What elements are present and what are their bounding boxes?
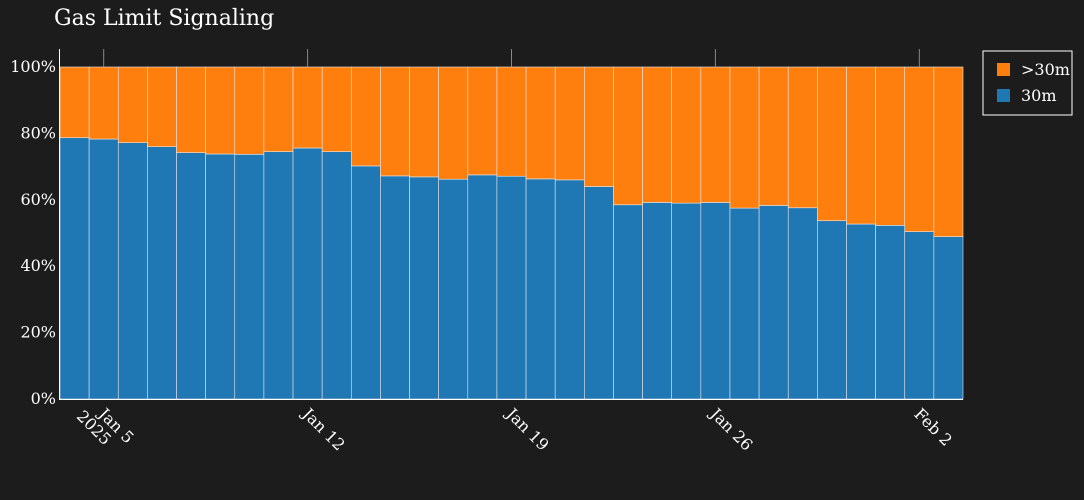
bar-gt30m-25[interactable] — [787, 66, 818, 209]
bar-30m-0[interactable] — [59, 137, 90, 400]
bar-gt30m-8[interactable] — [292, 66, 323, 149]
bar-30m-17[interactable] — [554, 179, 585, 400]
bar-gt30m-1[interactable] — [88, 66, 119, 140]
bar-30m-8[interactable] — [292, 147, 323, 400]
bars-layer — [59, 66, 964, 400]
bar-30m-5[interactable] — [205, 153, 236, 400]
bar-30m-23[interactable] — [729, 207, 760, 400]
chart-title: Gas Limit Signaling — [54, 6, 274, 31]
y-tick-label: 100% — [10, 57, 56, 76]
bar-30m-22[interactable] — [700, 202, 731, 400]
bar-gt30m-27[interactable] — [846, 66, 876, 225]
bar-30m-21[interactable] — [671, 202, 702, 400]
bar-gt30m-9[interactable] — [321, 66, 352, 152]
bar-30m-1[interactable] — [88, 138, 119, 400]
bar-gt30m-13[interactable] — [438, 66, 469, 180]
bar-30m-15[interactable] — [496, 175, 527, 400]
bar-gt30m-19[interactable] — [613, 66, 643, 206]
bar-gt30m-30[interactable] — [933, 66, 964, 237]
x-tick-group: Jan 26 — [705, 403, 756, 454]
x-tick-group: Feb 2 — [910, 404, 955, 449]
bar-gt30m-29[interactable] — [904, 66, 935, 232]
legend-label-gt30m[interactable]: >30m — [1021, 60, 1070, 79]
bar-30m-28[interactable] — [875, 225, 906, 400]
bar-30m-6[interactable] — [234, 154, 265, 400]
bar-30m-19[interactable] — [613, 204, 643, 400]
bar-gt30m-15[interactable] — [496, 66, 527, 177]
bar-gt30m-22[interactable] — [700, 66, 731, 203]
legend[interactable]: >30m 30m — [982, 50, 1073, 116]
bar-gt30m-21[interactable] — [671, 66, 702, 204]
bar-30m-12[interactable] — [409, 176, 439, 400]
bar-30m-20[interactable] — [642, 202, 673, 400]
y-tick-label: 40% — [20, 256, 56, 275]
bar-gt30m-0[interactable] — [59, 66, 90, 139]
bar-gt30m-3[interactable] — [147, 66, 177, 147]
bar-gt30m-17[interactable] — [554, 66, 585, 181]
bar-gt30m-20[interactable] — [642, 66, 673, 203]
bar-30m-25[interactable] — [787, 207, 818, 400]
bar-gt30m-23[interactable] — [729, 66, 760, 209]
bar-30m-10[interactable] — [350, 165, 381, 400]
bar-30m-24[interactable] — [758, 205, 789, 400]
x-tick-label: Jan 19 — [501, 403, 552, 454]
x-tick-label: Jan 12 — [297, 403, 348, 454]
bar-gt30m-2[interactable] — [117, 66, 148, 143]
bar-30m-30[interactable] — [933, 236, 964, 400]
bar-gt30m-18[interactable] — [584, 66, 614, 187]
bar-gt30m-26[interactable] — [817, 66, 847, 222]
bar-gt30m-5[interactable] — [205, 66, 236, 155]
bar-gt30m-28[interactable] — [875, 66, 906, 226]
bar-30m-29[interactable] — [904, 231, 935, 400]
bar-gt30m-10[interactable] — [350, 66, 381, 167]
bar-30m-11[interactable] — [380, 175, 410, 400]
x-tick-label: Jan 26 — [705, 403, 756, 454]
bar-gt30m-12[interactable] — [409, 66, 439, 178]
y-tick-label: 80% — [20, 123, 56, 142]
bar-gt30m-7[interactable] — [263, 66, 294, 152]
x-tick-group: Jan 12 — [297, 403, 348, 454]
x-tick-label: Feb 2 — [910, 404, 955, 449]
bar-30m-9[interactable] — [321, 151, 352, 400]
bar-30m-27[interactable] — [846, 223, 876, 400]
legend-swatch-gt30m[interactable] — [997, 63, 1010, 76]
x-tick-group: Jan 19 — [501, 403, 552, 454]
bar-gt30m-11[interactable] — [380, 66, 410, 177]
y-tick-label: 20% — [20, 323, 56, 342]
bar-30m-7[interactable] — [263, 151, 294, 400]
y-tick-label: 60% — [20, 190, 56, 209]
bar-30m-2[interactable] — [117, 142, 148, 400]
bar-30m-14[interactable] — [467, 174, 498, 400]
bar-30m-4[interactable] — [176, 152, 206, 400]
bar-gt30m-4[interactable] — [176, 66, 206, 153]
y-tick-label: 0% — [31, 389, 56, 408]
bar-gt30m-16[interactable] — [525, 66, 556, 180]
bar-gt30m-24[interactable] — [758, 66, 789, 206]
bar-30m-13[interactable] — [438, 178, 469, 400]
bar-30m-3[interactable] — [147, 146, 177, 400]
bar-30m-16[interactable] — [525, 178, 556, 400]
bar-gt30m-6[interactable] — [234, 66, 265, 155]
legend-label-30m[interactable]: 30m — [1021, 86, 1057, 105]
legend-box — [982, 50, 1073, 116]
legend-swatch-30m[interactable] — [997, 89, 1010, 102]
bar-gt30m-14[interactable] — [467, 66, 498, 176]
bar-30m-26[interactable] — [817, 220, 847, 400]
bar-30m-18[interactable] — [584, 186, 614, 400]
